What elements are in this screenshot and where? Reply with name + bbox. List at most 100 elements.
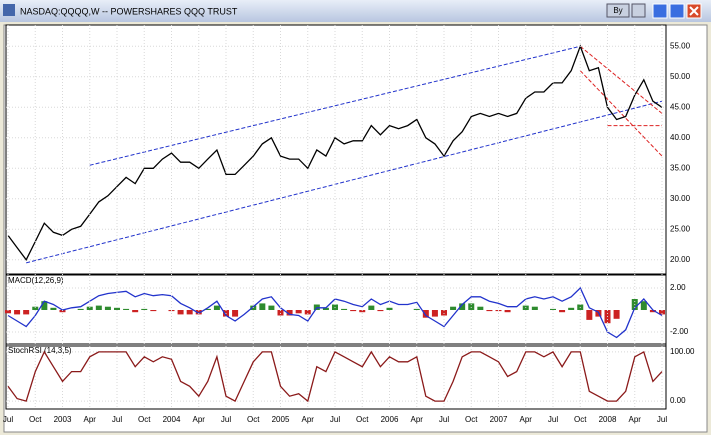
histogram-bar <box>649 310 656 313</box>
x-tick-label: Apr <box>84 415 97 424</box>
histogram-bar <box>186 310 193 315</box>
histogram-bar <box>504 310 511 313</box>
x-tick-label: Jul <box>112 415 122 424</box>
x-tick-label: Jul <box>657 415 667 424</box>
x-tick-label: 2008 <box>599 415 617 424</box>
histogram-bar <box>95 305 102 310</box>
y-tick-label: 30.00 <box>670 194 691 203</box>
histogram-bar <box>268 305 275 310</box>
x-tick-label: 2006 <box>381 415 399 424</box>
histogram-bar <box>259 303 266 310</box>
histogram-bar <box>477 306 484 310</box>
histogram-bar <box>531 306 538 310</box>
histogram-bar <box>204 308 211 310</box>
y-tick-label: 50.00 <box>670 72 691 81</box>
x-tick-label: Apr <box>193 415 206 424</box>
window-title: NASDAQ:QQQQ,W -- POWERSHARES QQQ TRUST <box>20 6 238 16</box>
histogram-bar <box>59 310 66 313</box>
histogram-bar <box>195 310 202 315</box>
histogram-bar <box>486 310 493 312</box>
histogram-bar <box>295 310 302 314</box>
histogram-bar <box>213 305 220 310</box>
histogram-bar <box>431 310 438 317</box>
histogram-bar <box>377 310 384 312</box>
histogram-bar <box>41 301 48 310</box>
histogram-bar <box>23 310 30 315</box>
minimize-button[interactable] <box>652 3 668 19</box>
title-bar <box>0 0 711 22</box>
x-tick-label: Jul <box>548 415 558 424</box>
x-tick-label: Apr <box>411 415 424 424</box>
histogram-bar <box>659 310 665 315</box>
x-tick-label: Jul <box>3 415 13 424</box>
x-tick-label: Oct <box>247 415 260 424</box>
series-line <box>7 350 663 403</box>
histogram-bar <box>5 310 11 314</box>
x-tick-label: Jul <box>221 415 231 424</box>
histogram-bar <box>150 310 157 312</box>
x-tick-label: 2004 <box>163 415 181 424</box>
trendline <box>26 100 663 264</box>
histogram-bar <box>141 308 148 310</box>
histogram-bar <box>559 310 566 313</box>
maximize-button[interactable] <box>669 3 685 19</box>
y-tick-label: 45.00 <box>670 102 691 111</box>
x-tick-label: Oct <box>138 415 151 424</box>
histogram-bar <box>441 310 447 316</box>
x-tick-label: Apr <box>302 415 315 424</box>
histogram-bar <box>413 308 420 310</box>
y-tick-label: 2.00 <box>670 283 686 292</box>
histogram-bar <box>359 310 366 313</box>
x-tick-label: Oct <box>29 415 42 424</box>
histogram-bar <box>114 307 120 310</box>
histogram-bar <box>368 305 375 310</box>
histogram-bar <box>232 310 239 317</box>
x-tick-label: Apr <box>629 415 642 424</box>
histogram-bar <box>304 310 311 315</box>
x-tick-label: 2005 <box>272 415 290 424</box>
histogram-bar <box>277 310 284 316</box>
histogram-bar <box>386 307 393 310</box>
y-tick-label: 35.00 <box>670 163 691 172</box>
histogram-bar <box>132 310 139 313</box>
x-tick-label: Jul <box>439 415 449 424</box>
histogram-bar <box>104 306 111 310</box>
histogram-bar <box>459 303 466 310</box>
x-tick-label: Oct <box>465 415 478 424</box>
by-button[interactable] <box>606 3 630 18</box>
y-tick-label: 100.00 <box>670 347 695 356</box>
x-tick-label: 2003 <box>54 415 72 424</box>
histogram-bar <box>422 310 429 318</box>
y-tick-label: 40.00 <box>670 133 691 142</box>
settings-button[interactable] <box>631 3 646 18</box>
x-tick-label: Oct <box>356 415 369 424</box>
y-tick-label: 25.00 <box>670 224 691 233</box>
histogram-bar <box>123 308 130 310</box>
histogram-bar <box>640 301 647 310</box>
histogram-bar <box>86 306 93 310</box>
close-icon <box>689 6 699 16</box>
histogram-bar <box>613 310 620 319</box>
by-button-label[interactable]: By <box>613 6 622 15</box>
panel-title: MACD(12,26,9) <box>8 276 64 285</box>
x-tick-label: Oct <box>574 415 587 424</box>
x-tick-label: Apr <box>520 415 533 424</box>
app-icon <box>3 4 15 16</box>
panel-title: StochRSI (14,3,5) <box>8 346 72 355</box>
x-tick-label: 2007 <box>490 415 508 424</box>
y-tick-label: 0.00 <box>670 396 686 405</box>
histogram-bar <box>550 308 556 310</box>
histogram-bar <box>177 310 184 315</box>
histogram-bar <box>14 310 21 315</box>
histogram-bar <box>77 308 84 310</box>
trendline <box>579 70 663 157</box>
y-tick-label: 55.00 <box>670 41 691 50</box>
y-tick-label: 20.00 <box>670 255 691 264</box>
histogram-bar <box>286 310 293 316</box>
histogram-bar <box>350 310 357 312</box>
histogram-bar <box>468 303 475 310</box>
histogram-bar <box>450 306 457 310</box>
y-tick-label: -2.00 <box>670 327 689 336</box>
chart-area <box>3 24 708 433</box>
